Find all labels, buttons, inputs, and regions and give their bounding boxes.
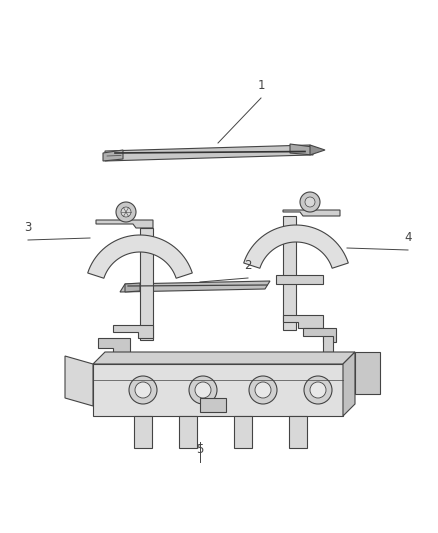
Polygon shape	[88, 235, 192, 278]
Polygon shape	[103, 355, 113, 368]
Text: 2: 2	[244, 259, 252, 272]
Polygon shape	[310, 145, 325, 155]
Circle shape	[189, 376, 217, 404]
Circle shape	[310, 382, 326, 398]
Polygon shape	[289, 416, 307, 448]
Polygon shape	[125, 283, 140, 292]
Polygon shape	[234, 416, 252, 448]
Polygon shape	[283, 216, 296, 330]
Text: 1: 1	[257, 79, 265, 92]
Polygon shape	[355, 352, 380, 394]
Polygon shape	[283, 315, 323, 328]
Polygon shape	[244, 225, 348, 268]
Polygon shape	[343, 352, 355, 416]
Polygon shape	[326, 352, 332, 360]
Polygon shape	[140, 228, 153, 340]
Polygon shape	[303, 328, 336, 342]
Polygon shape	[179, 416, 197, 448]
Circle shape	[116, 202, 136, 222]
Circle shape	[195, 382, 211, 398]
Circle shape	[249, 376, 277, 404]
Polygon shape	[98, 338, 130, 355]
Polygon shape	[120, 281, 270, 292]
Polygon shape	[105, 145, 310, 161]
Polygon shape	[323, 336, 333, 352]
Circle shape	[305, 197, 315, 207]
Polygon shape	[113, 325, 153, 338]
Circle shape	[300, 192, 320, 212]
Polygon shape	[290, 144, 313, 155]
Circle shape	[304, 376, 332, 404]
Circle shape	[255, 382, 271, 398]
Text: 5: 5	[196, 443, 204, 456]
Text: 3: 3	[25, 221, 32, 234]
Polygon shape	[65, 356, 93, 406]
Polygon shape	[103, 150, 123, 161]
Polygon shape	[96, 220, 153, 228]
Polygon shape	[276, 275, 323, 284]
Polygon shape	[200, 398, 226, 412]
Polygon shape	[93, 364, 343, 416]
Circle shape	[129, 376, 157, 404]
Polygon shape	[283, 210, 340, 216]
Polygon shape	[134, 416, 152, 448]
Circle shape	[121, 207, 131, 217]
Circle shape	[135, 382, 151, 398]
Polygon shape	[93, 352, 355, 364]
Text: 4: 4	[404, 231, 412, 244]
